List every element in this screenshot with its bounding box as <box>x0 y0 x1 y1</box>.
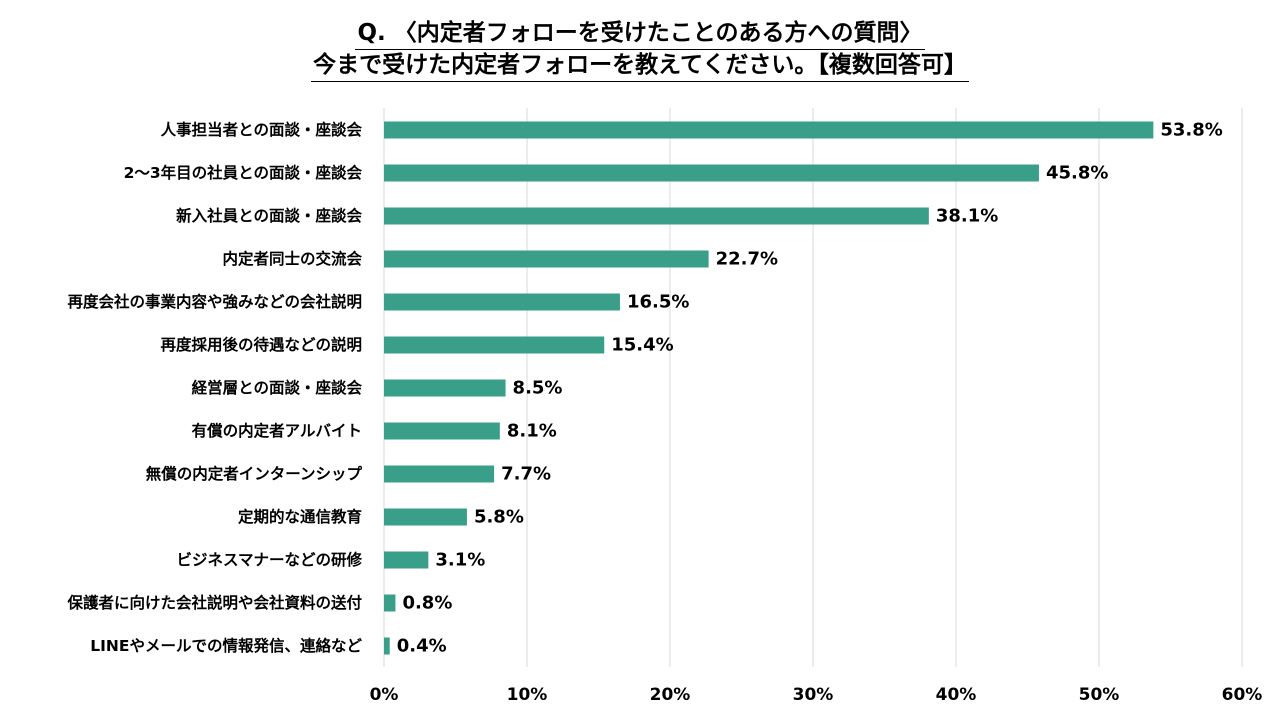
bar <box>384 465 495 483</box>
value-label: 16.5% <box>627 292 689 313</box>
value-label: 5.8% <box>474 507 524 528</box>
category-label: 定期的な通信教育 <box>238 507 362 526</box>
bar <box>384 336 605 354</box>
x-tick-label: 20% <box>650 685 691 705</box>
bar <box>384 508 467 526</box>
value-label: 3.1% <box>435 550 485 571</box>
category-label: 有償の内定者アルバイト <box>192 421 362 440</box>
category-label: 内定者同士の交流会 <box>222 249 362 268</box>
value-label: 53.8% <box>1160 120 1222 141</box>
bars <box>384 121 1154 655</box>
value-label: 15.4% <box>611 335 673 356</box>
bar <box>384 207 929 225</box>
chart-title-line-2: 今まで受けた内定者フォローを教えてください。【複数回答可】 <box>311 50 969 82</box>
x-tick-label: 30% <box>793 685 834 705</box>
value-label: 0.8% <box>402 593 452 614</box>
bar <box>384 293 620 311</box>
value-label: 38.1% <box>936 206 998 227</box>
x-tick-label: 10% <box>507 685 548 705</box>
x-tick-label: 50% <box>1079 685 1120 705</box>
value-label: 8.1% <box>507 421 557 442</box>
bar <box>384 594 396 612</box>
category-labels: 人事担当者との面談・座談会 2〜3年目の社員との面談・座談会新入社員との面談・座談… <box>66 120 362 655</box>
bar <box>384 551 429 569</box>
category-label: 経営層との面談・座談会 <box>192 378 363 397</box>
value-labels: 53.8% 45.8% 38.1% 22.7% 16.5% 15.4% 8.5% 8.1% 7.… <box>397 120 1223 657</box>
x-tick-label: 40% <box>936 685 977 705</box>
category-label: 再度採用後の待遇などの説明 <box>160 335 362 354</box>
chart-title: Q. 〈内定者フォローを受けたことのある方への質問〉 今まで受けた内定者フォロー… <box>0 18 1280 82</box>
bar <box>384 164 1039 182</box>
category-label: 無償の内定者インターンシップ <box>146 464 363 483</box>
bar <box>384 250 709 268</box>
category-label: 再度会社の事業内容や強みなどの会社説明 <box>67 292 362 311</box>
value-label: 22.7% <box>716 249 778 270</box>
category-label: ビジネスマナーなどの研修 <box>176 550 362 569</box>
bar <box>384 121 1154 139</box>
value-label: 45.8% <box>1046 163 1108 184</box>
chart-title-line-1: Q. 〈内定者フォローを受けたことのある方への質問〉 <box>355 18 925 50</box>
category-label: LINEやメールでの情報発信、連絡など <box>90 636 362 655</box>
bar <box>384 637 390 655</box>
category-label: 保護者に向けた会社説明や会社資料の送付 <box>66 593 362 612</box>
x-tick-label: 60% <box>1222 685 1263 705</box>
bar <box>384 379 506 397</box>
bar <box>384 422 500 440</box>
value-label: 7.7% <box>501 464 551 485</box>
category-label: 新入社員との面談・座談会 <box>176 206 362 225</box>
category-label: 人事担当者との面談・座談会 <box>161 120 363 139</box>
category-label: 2〜3年目の社員との面談・座談会 <box>124 163 363 182</box>
x-tick-label: 0% <box>370 685 399 705</box>
value-label: 0.4% <box>397 636 447 657</box>
x-axis-tick-labels: 0% 10% 20% 30% 40% 50% 60% <box>370 685 1263 705</box>
value-label: 8.5% <box>513 378 563 399</box>
